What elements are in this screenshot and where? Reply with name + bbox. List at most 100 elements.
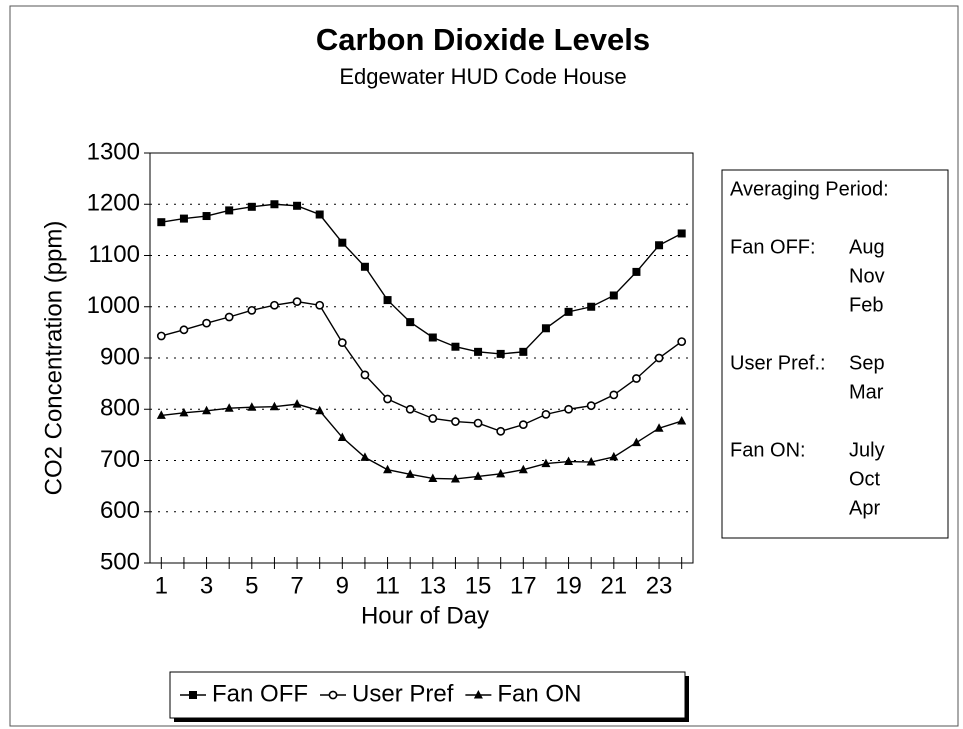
data-point: [383, 394, 392, 404]
data-point: [474, 347, 483, 356]
data-point: [496, 468, 506, 478]
annotation-month: Sep: [849, 352, 885, 374]
annotation-month: Oct: [849, 468, 881, 490]
data-point: [202, 212, 211, 221]
y-tick-label: 500: [100, 548, 140, 575]
data-point: [541, 409, 551, 419]
data-point: [518, 420, 528, 430]
data-point: [519, 347, 528, 356]
data-point: [315, 210, 324, 219]
data-point: [315, 300, 325, 310]
annotation-month: Aug: [849, 236, 885, 258]
data-point: [473, 471, 483, 480]
x-tick-label: 5: [245, 572, 258, 599]
y-tick-label: 800: [100, 395, 140, 422]
legend-box: [169, 671, 686, 719]
data-point: [179, 214, 188, 223]
data-point: [406, 318, 415, 327]
data-point: [564, 404, 573, 414]
data-point: [179, 407, 189, 417]
data-point: [654, 353, 664, 363]
x-tick-label: 19: [555, 572, 582, 599]
annotation-month: Mar: [849, 381, 884, 403]
annotation-month: July: [849, 439, 885, 461]
chart-subtitle: Edgewater HUD Code House: [339, 64, 626, 89]
y-tick-label: 700: [100, 446, 140, 473]
data-point: [383, 464, 393, 474]
data-point: [564, 456, 574, 466]
y-tick-label: 1000: [87, 292, 140, 319]
data-point: [292, 297, 302, 307]
data-point: [428, 414, 438, 423]
data-point: [677, 337, 687, 346]
data-point: [337, 432, 347, 441]
data-point: [428, 473, 438, 482]
legend-label: Fan ON: [497, 680, 581, 707]
data-point: [564, 307, 573, 316]
x-tick-label: 11: [375, 572, 400, 599]
annotation-label: Fan ON:: [730, 439, 806, 461]
y-axis-label: CO2 Concentration (ppm): [40, 221, 67, 496]
annotation-month: Feb: [849, 294, 883, 316]
data-point: [247, 202, 256, 211]
annotation-title: Averaging Period:: [730, 178, 889, 200]
data-point: [360, 262, 369, 271]
data-point: [586, 401, 596, 411]
data-point: [677, 416, 687, 425]
data-point: [541, 324, 550, 333]
data-point: [270, 200, 279, 209]
data-point: [202, 405, 212, 415]
data-point: [586, 457, 596, 466]
data-point: [518, 464, 528, 474]
x-tick-label: 7: [290, 572, 303, 599]
data-point: [225, 206, 234, 215]
data-point: [156, 410, 166, 419]
data-point: [315, 405, 325, 415]
data-point: [473, 418, 483, 428]
data-point: [270, 300, 279, 310]
data-point: [383, 296, 392, 305]
annotation-month: Nov: [849, 265, 885, 287]
data-point: [587, 302, 596, 311]
data-point: [632, 267, 641, 276]
data-point: [224, 403, 234, 412]
x-tick-label: 21: [600, 572, 627, 599]
y-tick-label: 900: [100, 343, 140, 370]
data-point: [338, 238, 347, 247]
x-tick-label: 3: [200, 572, 213, 599]
data-point: [496, 426, 506, 436]
x-tick-label: 1: [155, 572, 168, 599]
annotation-box: [721, 169, 949, 539]
data-point: [428, 333, 437, 342]
data-point: [247, 402, 257, 411]
data-point: [360, 452, 370, 461]
annotation-label: Fan OFF:: [730, 236, 816, 258]
legend-label: User Pref: [352, 680, 454, 707]
data-point: [654, 423, 664, 432]
data-point: [224, 312, 234, 322]
data-point: [269, 401, 279, 411]
x-tick-label: 15: [465, 572, 492, 599]
y-tick-label: 1200: [87, 190, 140, 217]
data-point: [541, 458, 551, 468]
data-point: [293, 201, 302, 210]
y-tick-label: 1300: [87, 138, 140, 165]
data-point: [451, 342, 460, 351]
data-point: [450, 473, 460, 483]
legend-label: Fan OFF: [212, 680, 308, 707]
data-point: [179, 325, 189, 335]
data-point: [609, 390, 619, 400]
data-point: [655, 241, 664, 250]
annotation-month: Apr: [849, 497, 880, 519]
data-point: [496, 349, 505, 358]
data-point: [632, 374, 641, 383]
data-point: [451, 417, 460, 426]
data-point: [292, 399, 302, 408]
series-line: [161, 403, 682, 480]
x-axis-label: Hour of Day: [361, 602, 489, 629]
legend-marker: [189, 691, 197, 699]
legend-marker: [473, 690, 483, 699]
data-point: [677, 229, 686, 238]
data-point: [247, 305, 257, 315]
